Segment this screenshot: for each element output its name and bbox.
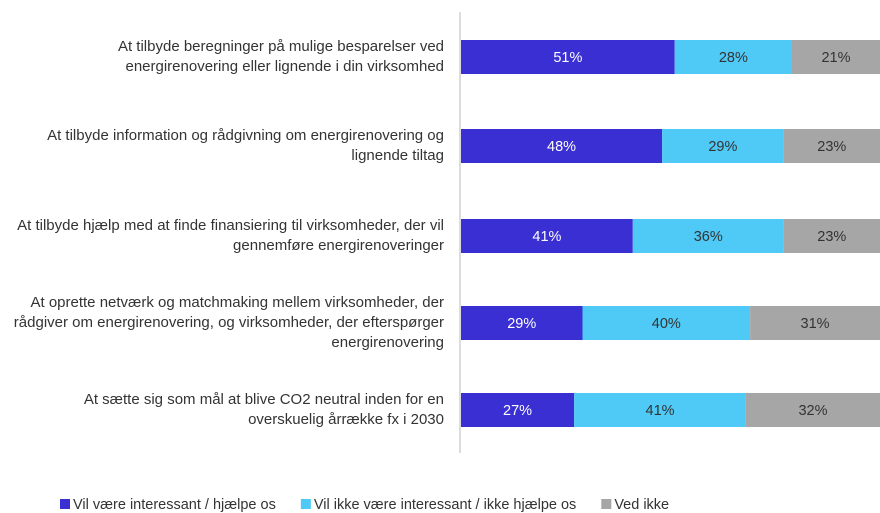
legend-marker — [60, 499, 70, 509]
legend-label: Vil ikke være interessant / ikke hjælpe … — [314, 497, 576, 513]
value-label: 23% — [817, 229, 846, 245]
value-label: 36% — [694, 229, 723, 245]
legend-marker — [601, 499, 612, 509]
bar-segment — [783, 219, 880, 253]
value-label: 40% — [652, 316, 681, 332]
value-label: 41% — [532, 229, 561, 245]
value-label: 21% — [821, 50, 850, 66]
value-label: 28% — [719, 50, 748, 66]
bar-segment — [745, 393, 880, 427]
value-label: 48% — [547, 139, 576, 155]
value-label: 29% — [708, 139, 737, 155]
value-label: 41% — [646, 403, 675, 419]
value-label: 31% — [801, 316, 830, 332]
bar-segment — [750, 306, 880, 340]
legend-label: Vil være interessant / hjælpe os — [73, 497, 276, 513]
bar-segment — [461, 393, 575, 427]
value-label: 29% — [507, 316, 536, 332]
bar-segment — [674, 40, 793, 74]
bar-segment — [461, 219, 633, 253]
bar-segment — [792, 40, 880, 74]
bar-segment — [461, 306, 583, 340]
value-label: 27% — [503, 403, 532, 419]
value-label: 32% — [798, 403, 827, 419]
bar-segment — [783, 129, 880, 163]
value-label: 51% — [553, 50, 582, 66]
value-label: 23% — [817, 139, 846, 155]
category-label: At tilbyde hjælp med at finde finansieri… — [17, 217, 444, 254]
category-label: At sætte sig som mål at blive CO2 neutra… — [83, 391, 444, 428]
bar-segment — [461, 129, 663, 163]
category-label: At tilbyde information og rådgivning om … — [47, 127, 444, 164]
bar-segment — [582, 306, 751, 340]
legend-marker — [300, 499, 311, 509]
bar-segment — [662, 129, 784, 163]
bar-segment — [632, 219, 784, 253]
category-label: At tilbyde beregninger på mulige bespare… — [117, 38, 444, 75]
bar-segment — [574, 393, 746, 427]
category-label: At oprette netværk og matchmaking mellem… — [13, 294, 444, 351]
bar-segment — [461, 40, 675, 74]
legend-label: Ved ikke — [614, 497, 669, 513]
